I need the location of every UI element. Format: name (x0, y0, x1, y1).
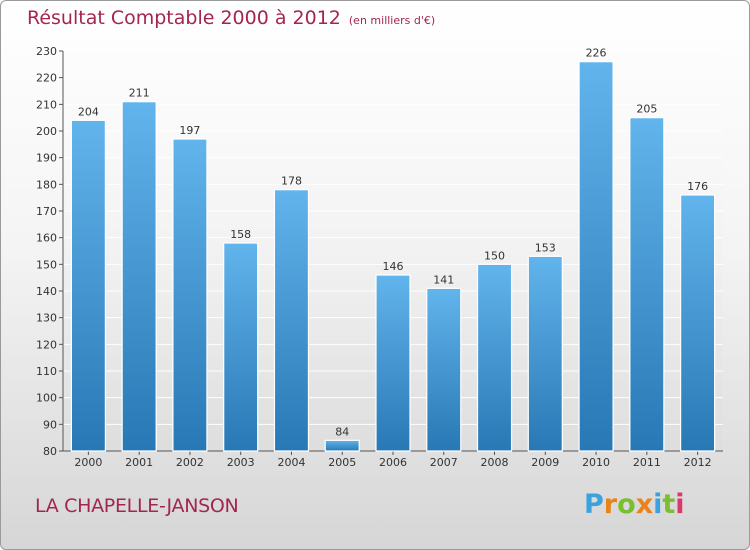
y-tick-label: 160 (36, 232, 57, 245)
data-label-2004: 178 (281, 175, 302, 188)
logo-letter: t (662, 489, 676, 520)
logo-letter: x (635, 489, 654, 520)
x-tick-label-2001: 2001 (125, 456, 153, 469)
logo-letter: r (603, 489, 618, 520)
data-label-2000: 204 (78, 105, 99, 118)
bar-2006 (375, 274, 411, 452)
bars (70, 61, 716, 452)
logo-letter: i (653, 489, 663, 520)
bar-2004 (273, 189, 310, 452)
x-tick-label-2006: 2006 (379, 456, 407, 469)
bar-2011 (629, 117, 665, 452)
x-tick-label-2002: 2002 (176, 456, 204, 469)
data-label-2001: 211 (129, 87, 150, 100)
data-labels: 204 211 197 158 178 84 146 141 150 153 226 205 176 (78, 47, 708, 439)
x-tick-label-2011: 2011 (633, 456, 661, 469)
y-tick-label: 180 (36, 178, 57, 191)
chart-title: Résultat Comptable 2000 à 2012 (en millie… (27, 7, 435, 29)
chart-title-text: Résultat Comptable 2000 à 2012 (27, 7, 341, 29)
x-tick-label-2012: 2012 (684, 456, 712, 469)
y-tick-label: 130 (36, 312, 57, 325)
data-label-2002: 197 (179, 124, 200, 137)
bar-2009 (527, 255, 563, 452)
logo-letter: P (584, 489, 604, 520)
bar-2008 (476, 263, 513, 452)
bar-2010 (578, 61, 614, 452)
bar-2002 (172, 138, 208, 452)
data-label-2012: 176 (687, 180, 708, 193)
y-tick-label: 200 (36, 125, 57, 138)
y-tick-label: 170 (36, 205, 57, 218)
data-label-2005: 84 (335, 425, 349, 438)
y-tick-label: 230 (36, 45, 57, 58)
data-label-2007: 141 (433, 273, 454, 286)
x-tick-label-2008: 2008 (481, 456, 509, 469)
y-tick-labels: 80 90 100 110 120 130 140 150 160 170 180 190 200 210… (36, 45, 57, 458)
chart-subtitle: (en milliers d'€) (348, 14, 436, 27)
y-tick-label: 90 (43, 418, 57, 431)
y-tick-label: 190 (36, 152, 57, 165)
data-label-2008: 150 (484, 249, 505, 262)
x-tick-label-2009: 2009 (531, 456, 559, 469)
y-tick-label: 150 (36, 258, 57, 271)
y-tick-label: 220 (36, 72, 57, 85)
y-tick-label: 210 (36, 98, 57, 111)
y-tick-label: 120 (36, 338, 57, 351)
y-tick-label: 140 (36, 285, 57, 298)
x-tick-label-2000: 2000 (74, 456, 102, 469)
bar-2007 (426, 287, 462, 452)
data-label-2003: 158 (230, 228, 251, 241)
logo-letter: o (617, 489, 636, 520)
logo-letter: i (675, 489, 685, 520)
x-tick-label-2005: 2005 (328, 456, 356, 469)
bar-2003 (223, 242, 259, 452)
y-tick-label: 110 (36, 365, 57, 378)
bar-2000 (70, 119, 106, 452)
bar-2012 (680, 194, 716, 452)
data-label-2009: 153 (535, 241, 556, 254)
data-label-2006: 146 (383, 260, 404, 273)
x-tick-label-2003: 2003 (227, 456, 255, 469)
proxiti-logo: Proxiti (584, 489, 685, 520)
x-tick-labels: 2000 2001 2002 2003 2004 2005 2006 2007 2008 2009… (74, 456, 711, 469)
bar-2005 (324, 439, 360, 452)
data-label-2010: 226 (586, 47, 607, 60)
x-tick-label-2004: 2004 (277, 456, 305, 469)
y-tick-label: 100 (36, 392, 57, 405)
x-tick-label-2007: 2007 (430, 456, 458, 469)
y-tick-label: 80 (43, 445, 57, 458)
commune-name: LA CHAPELLE-JANSON (35, 495, 239, 517)
bar-2001 (121, 101, 157, 452)
x-tick-label-2010: 2010 (582, 456, 610, 469)
data-label-2011: 205 (636, 103, 657, 116)
